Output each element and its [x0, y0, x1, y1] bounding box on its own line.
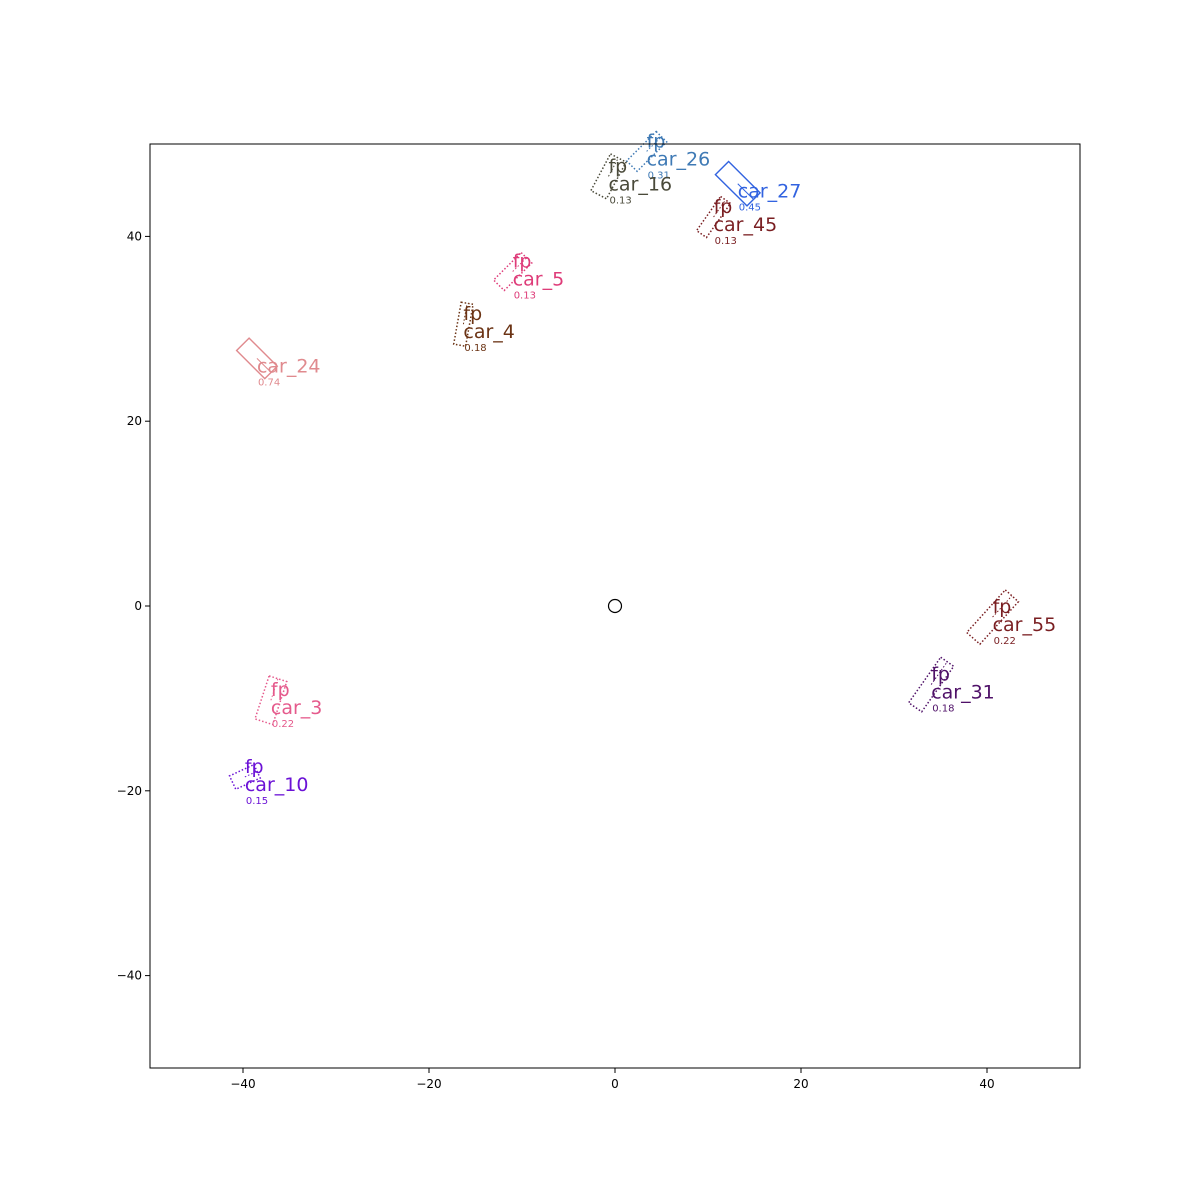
confidence-score: 0.18: [932, 704, 954, 715]
bounding-box: [695, 195, 732, 239]
detection-car-27: car_270.45: [714, 160, 802, 214]
bounding-box: [452, 301, 474, 348]
y-tick-label: −40: [117, 969, 142, 983]
confidence-score: 0.13: [715, 236, 737, 247]
false-positive-tag: fp: [513, 251, 532, 273]
bounding-box: [492, 251, 533, 292]
object-label: car_16: [608, 173, 672, 195]
bounding-box: [254, 674, 288, 726]
object-label: car_27: [738, 181, 802, 203]
bounding-box: [907, 656, 955, 713]
object-label: car_4: [463, 321, 515, 343]
ego-vehicle-marker: [607, 598, 623, 614]
heading-line: [930, 661, 948, 685]
confidence-score: 0.18: [464, 343, 486, 354]
x-tick-label: 40: [979, 1077, 994, 1091]
confidence-score: 0.13: [609, 195, 631, 206]
false-positive-tag: fp: [931, 664, 950, 686]
false-positive-tag: fp: [271, 679, 290, 701]
bounding-box: [235, 337, 279, 380]
object-label: car_10: [245, 774, 309, 796]
x-axis: −40 −20 0 20 40: [230, 1068, 995, 1091]
heading-line: [244, 770, 258, 778]
object-label: car_45: [714, 214, 778, 236]
y-tick-label: 40: [127, 229, 142, 243]
false-positive-tag: fp: [608, 155, 627, 177]
y-tick-label: 20: [127, 414, 142, 428]
x-tick-label: 20: [793, 1077, 808, 1091]
bounding-box: [714, 160, 762, 207]
heading-line: [462, 303, 468, 325]
x-tick-label: 0: [611, 1077, 619, 1091]
confidence-score: 0.45: [739, 203, 761, 214]
confidence-score: 0.22: [994, 636, 1016, 647]
heading-line: [992, 595, 1013, 618]
x-tick-label: −40: [230, 1077, 255, 1091]
y-tick-label: −20: [117, 784, 142, 798]
object-label: car_24: [257, 355, 321, 377]
heading-line: [270, 678, 279, 701]
heading-line: [256, 358, 272, 373]
x-tick-label: −20: [416, 1077, 441, 1091]
bounding-box: [965, 588, 1020, 646]
ego-layer: [607, 598, 623, 614]
confidence-score: 0.31: [648, 170, 670, 181]
false-positive-tag: fp: [714, 196, 733, 218]
y-tick-label: 0: [134, 599, 142, 613]
object-label: car_26: [647, 148, 711, 170]
object-label: car_31: [931, 682, 995, 704]
heading-line: [737, 183, 754, 200]
confidence-score: 0.13: [514, 291, 536, 302]
detection-car-24: car_240.74: [235, 337, 321, 388]
false-positive-tag: fp: [245, 756, 264, 778]
confidence-score: 0.74: [258, 377, 280, 388]
confidence-score: 0.15: [246, 796, 268, 807]
bounding-box: [589, 152, 628, 200]
object-label: car_55: [993, 614, 1057, 636]
false-positive-tag: fp: [993, 596, 1012, 618]
false-positive-tag: fp: [463, 303, 482, 325]
y-axis: −40 −20 0 20 40: [117, 229, 150, 983]
bounding-box: [625, 130, 668, 173]
object-label: car_3: [271, 697, 323, 719]
object-label: car_5: [513, 269, 565, 291]
confidence-score: 0.22: [272, 719, 294, 730]
false-positive-tag: fp: [647, 130, 666, 152]
